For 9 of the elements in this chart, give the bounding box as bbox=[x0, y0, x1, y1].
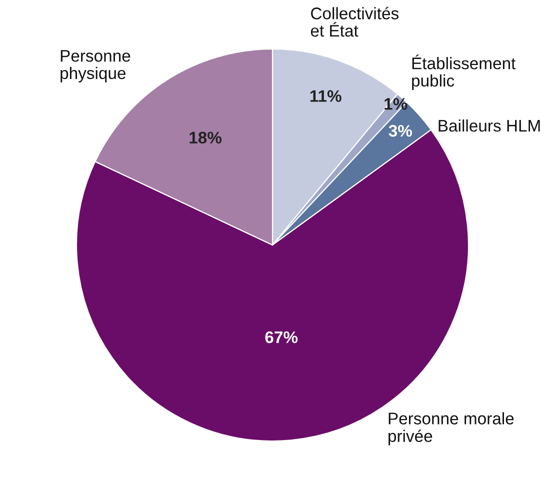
data-label: 67% bbox=[265, 331, 298, 344]
data-label: 18% bbox=[190, 132, 222, 144]
slice-label: Personne morale privée bbox=[388, 412, 514, 446]
slice-label: Bailleurs HLM bbox=[438, 119, 540, 132]
slice-label: Personne physique bbox=[60, 50, 130, 82]
data-label: 11% bbox=[310, 90, 342, 102]
slice-label: Collectivités et État bbox=[310, 6, 399, 37]
data-label: 3% bbox=[388, 124, 412, 137]
slice-label: Établissement public bbox=[412, 54, 516, 90]
